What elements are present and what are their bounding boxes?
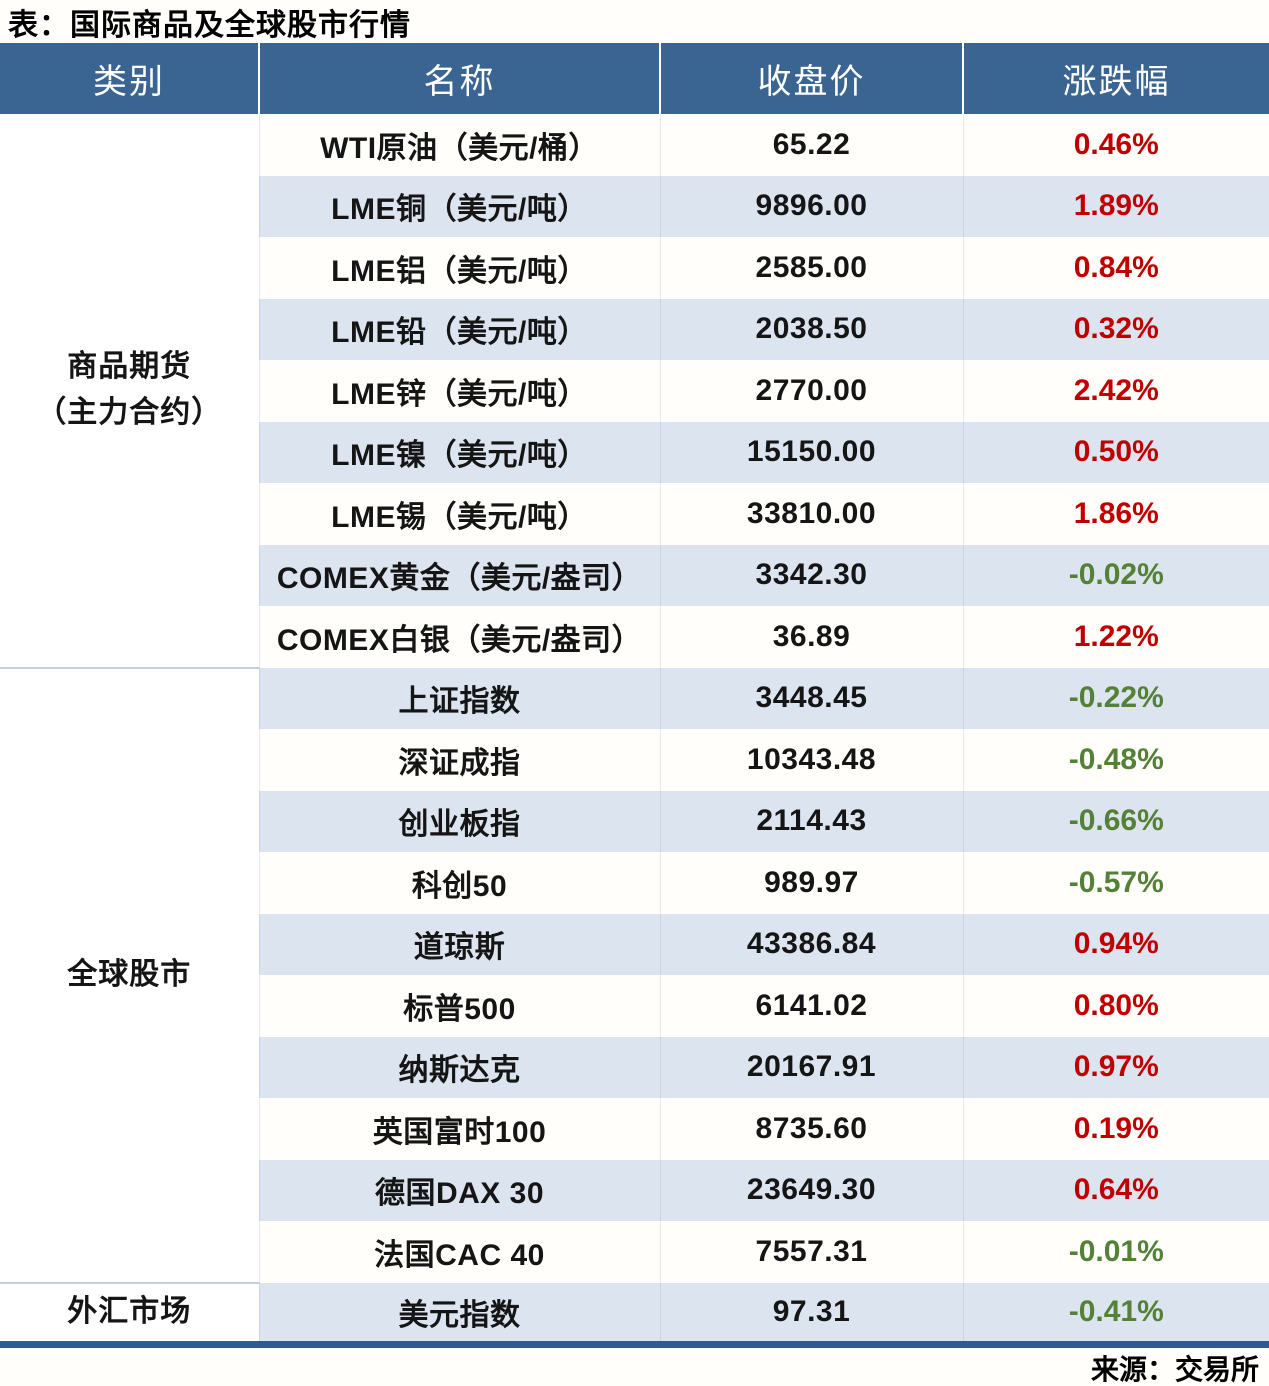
instrument-name: COMEX白银（美元/盎司）	[258, 606, 660, 668]
close-price: 2770.00	[659, 360, 963, 422]
close-price: 36.89	[659, 606, 963, 668]
source-note: 来源：交易所	[1090, 1353, 1259, 1385]
table-row: 深证成指 10343.48 -0.48%	[0, 729, 1269, 791]
table-row: LME锌（美元/吨） 2770.00 2.42%	[0, 360, 1269, 422]
table-row: 纳斯达克 20167.91 0.97%	[0, 1036, 1269, 1098]
table-header-row: 类别 名称 收盘价 涨跌幅	[0, 43, 1269, 114]
change-percent: 0.80%	[962, 975, 1269, 1037]
instrument-name: WTI原油（美元/桶）	[258, 114, 660, 176]
close-price: 10343.48	[659, 729, 963, 791]
change-percent: 2.42%	[962, 360, 1269, 422]
table-row: 外汇市场 美元指数 97.31 -0.41%	[0, 1281, 1269, 1348]
close-price: 2038.50	[659, 298, 963, 360]
table-row: LME铝（美元/吨） 2585.00 0.84%	[0, 237, 1269, 299]
instrument-name: COMEX黄金（美元/盎司）	[258, 544, 660, 606]
change-percent: 1.86%	[962, 483, 1269, 545]
instrument-name: 标普500	[258, 975, 660, 1037]
column-header-category: 类别	[0, 43, 259, 114]
close-price: 2114.43	[659, 790, 963, 852]
close-price: 989.97	[659, 852, 963, 914]
column-header-change: 涨跌幅	[962, 43, 1269, 114]
change-percent: 0.50%	[962, 421, 1269, 483]
change-percent: -0.22%	[962, 667, 1269, 729]
change-percent: 0.19%	[962, 1098, 1269, 1160]
change-percent: 0.97%	[962, 1036, 1269, 1098]
close-price: 6141.02	[659, 975, 963, 1037]
close-price: 9896.00	[659, 175, 963, 237]
change-percent: 1.89%	[962, 175, 1269, 237]
instrument-name: 美元指数	[258, 1282, 660, 1348]
table-row: LME锡（美元/吨） 33810.00 1.86%	[0, 483, 1269, 545]
change-percent: -0.02%	[962, 544, 1269, 606]
table-row: 创业板指 2114.43 -0.66%	[0, 790, 1269, 852]
instrument-name: 科创50	[258, 852, 660, 914]
change-percent: 0.46%	[962, 114, 1269, 176]
instrument-name: LME锌（美元/吨）	[258, 360, 660, 422]
change-percent: 0.94%	[962, 913, 1269, 975]
close-price: 15150.00	[659, 421, 963, 483]
table-row: 道琼斯 43386.84 0.94%	[0, 913, 1269, 975]
table-row: COMEX黄金（美元/盎司） 3342.30 -0.02%	[0, 544, 1269, 606]
close-price: 2585.00	[659, 237, 963, 299]
change-percent: -0.57%	[962, 852, 1269, 914]
table-row: LME镍（美元/吨） 15150.00 0.50%	[0, 421, 1269, 483]
close-price: 8735.60	[659, 1098, 963, 1160]
change-percent: 0.64%	[962, 1159, 1269, 1221]
close-price: 97.31	[659, 1282, 963, 1348]
column-header-close: 收盘价	[659, 43, 963, 114]
close-price: 65.22	[659, 114, 963, 176]
table-row: 标普500 6141.02 0.80%	[0, 975, 1269, 1037]
change-percent: -0.41%	[962, 1282, 1269, 1348]
page-title: 表：国际商品及全球股市行情	[8, 8, 411, 42]
instrument-name: 英国富时100	[258, 1098, 660, 1160]
table-row: 法国CAC 40 7557.31 -0.01%	[0, 1221, 1269, 1283]
category-cell: 商品期货 （主力合约）	[0, 114, 259, 668]
close-price: 3342.30	[659, 544, 963, 606]
market-data-table: 类别 名称 收盘价 涨跌幅 商品期货 （主力合约） WTI原油（美元/桶） 65.2…	[0, 43, 1269, 1348]
instrument-name: LME铝（美元/吨）	[258, 237, 660, 299]
instrument-name: 纳斯达克	[258, 1036, 660, 1098]
close-price: 33810.00	[659, 483, 963, 545]
change-percent: -0.48%	[962, 729, 1269, 791]
instrument-name: LME铅（美元/吨）	[258, 298, 660, 360]
table-row: LME铜（美元/吨） 9896.00 1.89%	[0, 175, 1269, 237]
instrument-name: LME镍（美元/吨）	[258, 421, 660, 483]
change-percent: 1.22%	[962, 606, 1269, 668]
category-cell: 外汇市场	[0, 1281, 259, 1348]
table-row: 英国富时100 8735.60 0.19%	[0, 1098, 1269, 1160]
instrument-name: 德国DAX 30	[258, 1159, 660, 1221]
instrument-name: 道琼斯	[258, 913, 660, 975]
close-price: 3448.45	[659, 667, 963, 729]
column-header-name: 名称	[258, 43, 660, 114]
table-row: 科创50 989.97 -0.57%	[0, 852, 1269, 914]
close-price: 43386.84	[659, 913, 963, 975]
close-price: 7557.31	[659, 1221, 963, 1283]
instrument-name: 法国CAC 40	[258, 1221, 660, 1283]
change-percent: 0.84%	[962, 237, 1269, 299]
instrument-name: 上证指数	[258, 667, 660, 729]
table-row: LME铅（美元/吨） 2038.50 0.32%	[0, 298, 1269, 360]
instrument-name: LME锡（美元/吨）	[258, 483, 660, 545]
table-row: COMEX白银（美元/盎司） 36.89 1.22%	[0, 606, 1269, 668]
table-row: 商品期货 （主力合约） WTI原油（美元/桶） 65.22 0.46%	[0, 114, 1269, 668]
table-row: 德国DAX 30 23649.30 0.64%	[0, 1159, 1269, 1221]
table-row: 全球股市 上证指数 3448.45 -0.22%	[0, 666, 1269, 1283]
close-price: 20167.91	[659, 1036, 963, 1098]
change-percent: -0.01%	[962, 1221, 1269, 1283]
change-percent: -0.66%	[962, 790, 1269, 852]
instrument-name: LME铜（美元/吨）	[258, 175, 660, 237]
category-cell: 全球股市	[0, 666, 259, 1283]
change-percent: 0.32%	[962, 298, 1269, 360]
instrument-name: 创业板指	[258, 790, 660, 852]
instrument-name: 深证成指	[258, 729, 660, 791]
close-price: 23649.30	[659, 1159, 963, 1221]
